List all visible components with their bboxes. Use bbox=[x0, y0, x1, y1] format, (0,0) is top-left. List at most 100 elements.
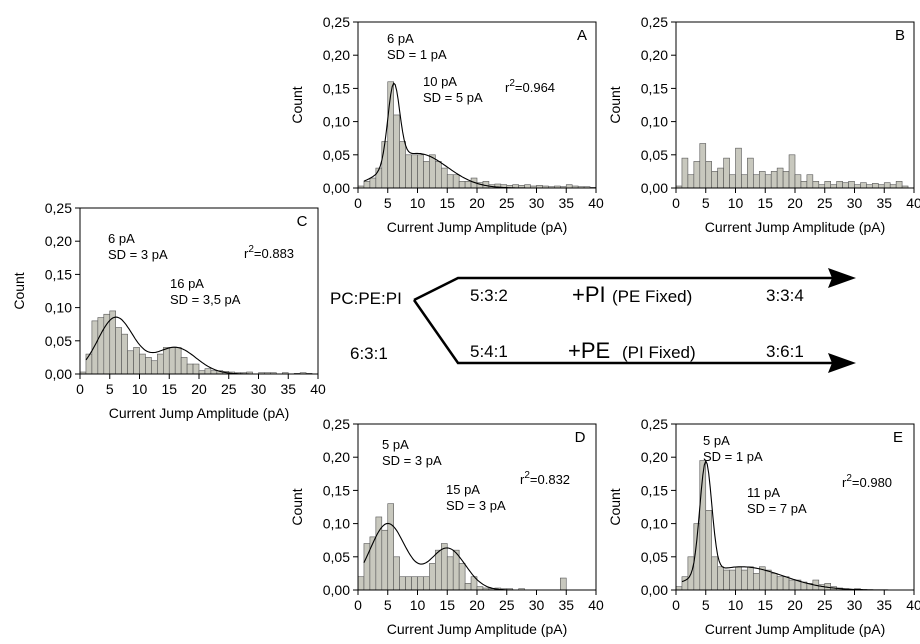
histogram-bar bbox=[163, 347, 170, 375]
histogram-bar bbox=[753, 573, 760, 591]
r-squared-label: r2=0.964 bbox=[505, 78, 555, 95]
histogram-panel-d: 0 5 10 15 20 25 30 35 40 0,00 0,05 0,10 0,15 0,20 0,25… bbox=[289, 416, 604, 637]
x-tick-label: 15 bbox=[161, 381, 177, 397]
panel-letter: B bbox=[895, 27, 905, 44]
peak-annotation: 15 pA bbox=[446, 482, 480, 497]
peak-annotation: SD = 3 pA bbox=[446, 498, 506, 513]
histogram-panel-b: 0 5 10 15 20 25 30 35 40 0,00 0,05 0,10 0,15 0,20 0,25… bbox=[607, 14, 920, 235]
peak-annotation: 11 pA bbox=[747, 485, 780, 500]
histogram-bar bbox=[782, 171, 790, 189]
y-tick-label: 0,25 bbox=[641, 416, 668, 432]
y-tick-label: 0,15 bbox=[641, 80, 668, 96]
histogram-bar bbox=[435, 161, 442, 189]
histogram-bar bbox=[405, 576, 412, 591]
histogram-bar bbox=[387, 503, 394, 591]
x-tick-label: 25 bbox=[817, 195, 833, 211]
y-tick-label: 0,05 bbox=[323, 549, 350, 565]
peak-annotation: SD = 1 pA bbox=[703, 449, 763, 464]
x-axis-label: Current Jump Amplitude (pA) bbox=[387, 621, 568, 637]
x-tick-label: 10 bbox=[410, 195, 426, 211]
y-tick-label: 0,00 bbox=[323, 582, 350, 598]
r-squared-label: r2=0.883 bbox=[244, 244, 294, 261]
histogram-panel-e: 0 5 10 15 20 25 30 35 40 0,00 0,05 0,10 0,15 0,20 0,25… bbox=[607, 416, 920, 637]
peak-annotation: 6 pA bbox=[108, 231, 135, 246]
peak-annotation: SD = 3,5 pA bbox=[170, 292, 241, 307]
y-tick-label: 0,20 bbox=[641, 47, 668, 63]
histogram-bar bbox=[723, 569, 730, 591]
panel-letter: E bbox=[893, 429, 903, 446]
x-tick-label: 10 bbox=[410, 597, 426, 613]
histogram-bar bbox=[741, 569, 748, 591]
histogram-bar bbox=[699, 143, 707, 189]
histogram-bar bbox=[204, 368, 212, 375]
peak-annotation: 5 pA bbox=[382, 437, 409, 452]
r-squared-value: =0.964 bbox=[515, 80, 555, 95]
x-tick-label: 30 bbox=[529, 597, 545, 613]
peak-annotation: 5 pA bbox=[703, 433, 730, 448]
histogram-bar bbox=[800, 181, 808, 189]
histogram-bar bbox=[393, 114, 400, 189]
histogram-bar bbox=[729, 174, 736, 189]
r-squared-superscript: 2 bbox=[248, 244, 254, 255]
lower-plus-label: +PE bbox=[568, 338, 610, 363]
histogram-bar bbox=[687, 174, 695, 189]
r-squared-superscript: 2 bbox=[524, 470, 530, 481]
x-tick-label: 40 bbox=[588, 597, 604, 613]
peak-annotation: SD = 7 pA bbox=[747, 501, 807, 516]
histogram-bar bbox=[458, 563, 466, 591]
histogram-bar bbox=[127, 350, 134, 375]
y-tick-label: 0,00 bbox=[641, 180, 668, 196]
x-tick-label: 25 bbox=[499, 195, 515, 211]
histogram-bar bbox=[151, 360, 158, 375]
y-tick-label: 0,05 bbox=[641, 549, 668, 565]
histogram-bar bbox=[393, 556, 400, 591]
peak-annotation: 10 pA bbox=[423, 74, 457, 89]
histogram-bar bbox=[109, 310, 116, 375]
histogram-bar bbox=[717, 566, 724, 591]
y-tick-label: 0,25 bbox=[323, 14, 350, 30]
y-tick-label: 0,25 bbox=[45, 200, 72, 216]
x-tick-label: 30 bbox=[251, 381, 267, 397]
x-tick-label: 5 bbox=[384, 597, 392, 613]
histogram-bar bbox=[435, 549, 442, 591]
histogram-bar bbox=[860, 182, 867, 189]
histogram-bar bbox=[417, 154, 424, 189]
lower-end-ratio: 3:6:1 bbox=[766, 342, 804, 361]
x-tick-label: 30 bbox=[847, 195, 863, 211]
x-tick-label: 35 bbox=[558, 195, 574, 211]
peak-annotation: 6 pA bbox=[387, 31, 414, 46]
histogram-bar bbox=[91, 320, 99, 375]
histogram-bar bbox=[782, 576, 790, 591]
x-tick-label: 25 bbox=[221, 381, 237, 397]
r-squared-label: r2=0.832 bbox=[520, 470, 570, 487]
y-tick-label: 0,05 bbox=[323, 147, 350, 163]
x-tick-label: 10 bbox=[728, 195, 744, 211]
y-tick-label: 0,00 bbox=[641, 582, 668, 598]
x-tick-label: 20 bbox=[191, 381, 207, 397]
histogram-bar bbox=[788, 154, 796, 189]
histogram-bar bbox=[429, 563, 436, 591]
x-tick-label: 25 bbox=[499, 597, 515, 613]
histogram-bar bbox=[375, 167, 383, 189]
r-squared-symbol: r bbox=[520, 472, 525, 487]
peak-annotation: 16 pA bbox=[170, 276, 204, 291]
histogram-bar bbox=[729, 569, 736, 591]
histogram-bar bbox=[440, 167, 448, 189]
histogram-bar bbox=[381, 529, 389, 591]
x-axis-label: Current Jump Amplitude (pA) bbox=[705, 219, 886, 235]
peak-annotation: SD = 3 pA bbox=[108, 247, 168, 262]
upper-plus-label: +PI bbox=[572, 282, 606, 307]
r-squared-superscript: 2 bbox=[509, 78, 515, 89]
x-tick-label: 35 bbox=[876, 597, 892, 613]
y-tick-label: 0,20 bbox=[641, 449, 668, 465]
histogram-bar bbox=[776, 576, 784, 591]
histogram-bar bbox=[121, 333, 128, 375]
y-tick-label: 0,15 bbox=[323, 482, 350, 498]
x-tick-label: 25 bbox=[817, 597, 833, 613]
histogram-bar bbox=[705, 161, 712, 189]
x-tick-label: 10 bbox=[728, 597, 744, 613]
histogram-bar bbox=[848, 181, 855, 189]
panel-letter: C bbox=[297, 213, 308, 230]
x-axis-label: Current Jump Amplitude (pA) bbox=[109, 405, 290, 421]
